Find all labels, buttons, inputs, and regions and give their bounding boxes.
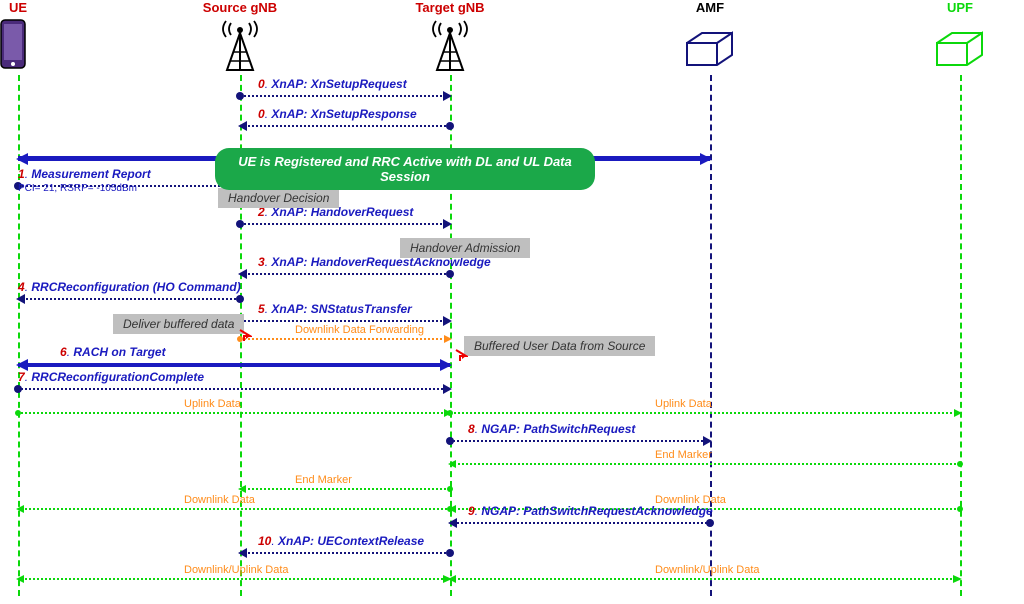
flow-1-label: Uplink Data — [184, 398, 241, 410]
flow-7-arrow — [18, 578, 450, 580]
flow-0-label: Downlink Data Forwarding — [295, 324, 424, 336]
actor-label-amf: AMF — [660, 0, 760, 15]
flow-7-label: Downlink/Uplink Data — [184, 564, 289, 576]
flow-6-arrow — [18, 508, 450, 510]
msg-10-label: 10. XnAP: UEContextRelease — [258, 534, 424, 548]
lifeline-upf — [960, 75, 962, 596]
msg-2-arrow — [240, 223, 450, 225]
msg-0-arrow — [240, 125, 450, 127]
flow-6-label: Downlink Data — [184, 494, 255, 506]
note-2: Deliver buffered data — [113, 314, 244, 334]
msg-0-label: 0. XnAP: XnSetupRequest — [258, 77, 407, 91]
flow-8-arrow — [450, 578, 960, 580]
actor-label-upf: UPF — [910, 0, 1010, 15]
msg-4-arrow — [18, 298, 240, 300]
actor-label-tgt: Target gNB — [400, 0, 500, 15]
session-banner: UE is Registered and RRC Active with DL … — [215, 148, 595, 190]
msg-3-arrow — [240, 273, 450, 275]
actor-icon-amf — [682, 25, 732, 80]
flow-0-arrow — [240, 338, 450, 340]
note-3: Buffered User Data from Source — [464, 336, 655, 356]
msg-9-label: 9. NGAP: PathSwitchRequestAcknowledge — [468, 504, 713, 518]
msg-5-arrow — [240, 320, 450, 322]
msg-8-arrow — [450, 440, 710, 442]
flow-2-arrow — [450, 412, 960, 414]
note-0: Handover Decision — [218, 188, 339, 208]
flow-3-label: End Marker — [655, 449, 712, 461]
msg-6-label: 6. RACH on Target — [60, 345, 166, 359]
msg-9-arrow — [450, 522, 710, 524]
msg-1-label: 1. Measurement Report — [18, 167, 151, 181]
msg-7-arrow — [18, 388, 450, 390]
note-1: Handover Admission — [400, 238, 530, 258]
red-marker-1 — [454, 348, 468, 367]
actor-icon-upf — [932, 25, 982, 80]
msg-0-arrow — [240, 95, 450, 97]
msg-4-label: 4. RRCReconfiguration (HO Command) — [18, 280, 241, 294]
red-marker-0 — [238, 328, 252, 347]
flow-4-arrow — [240, 488, 450, 490]
actor-icon-tgt — [425, 18, 475, 73]
actor-label-ue: UE — [0, 0, 68, 15]
flow-3-arrow — [450, 463, 960, 465]
msg-7-label: 7. RRCReconfigurationComplete — [18, 370, 204, 384]
flow-4-label: End Marker — [295, 474, 352, 486]
msg-1-sub: PCI= 21, RSRP= -105dBm — [18, 183, 137, 194]
msg-10-arrow — [240, 552, 450, 554]
flow-1-arrow — [18, 412, 450, 414]
msg-6-arrow — [18, 363, 450, 367]
actor-icon-src — [215, 18, 265, 73]
msg-5-label: 5. XnAP: SNStatusTransfer — [258, 302, 412, 316]
actor-icon-ue — [0, 18, 43, 73]
flow-2-label: Uplink Data — [655, 398, 712, 410]
flow-8-label: Downlink/Uplink Data — [655, 564, 760, 576]
actor-label-src: Source gNB — [190, 0, 290, 15]
msg-0-label: 0. XnAP: XnSetupResponse — [258, 107, 417, 121]
msg-8-label: 8. NGAP: PathSwitchRequest — [468, 422, 635, 436]
